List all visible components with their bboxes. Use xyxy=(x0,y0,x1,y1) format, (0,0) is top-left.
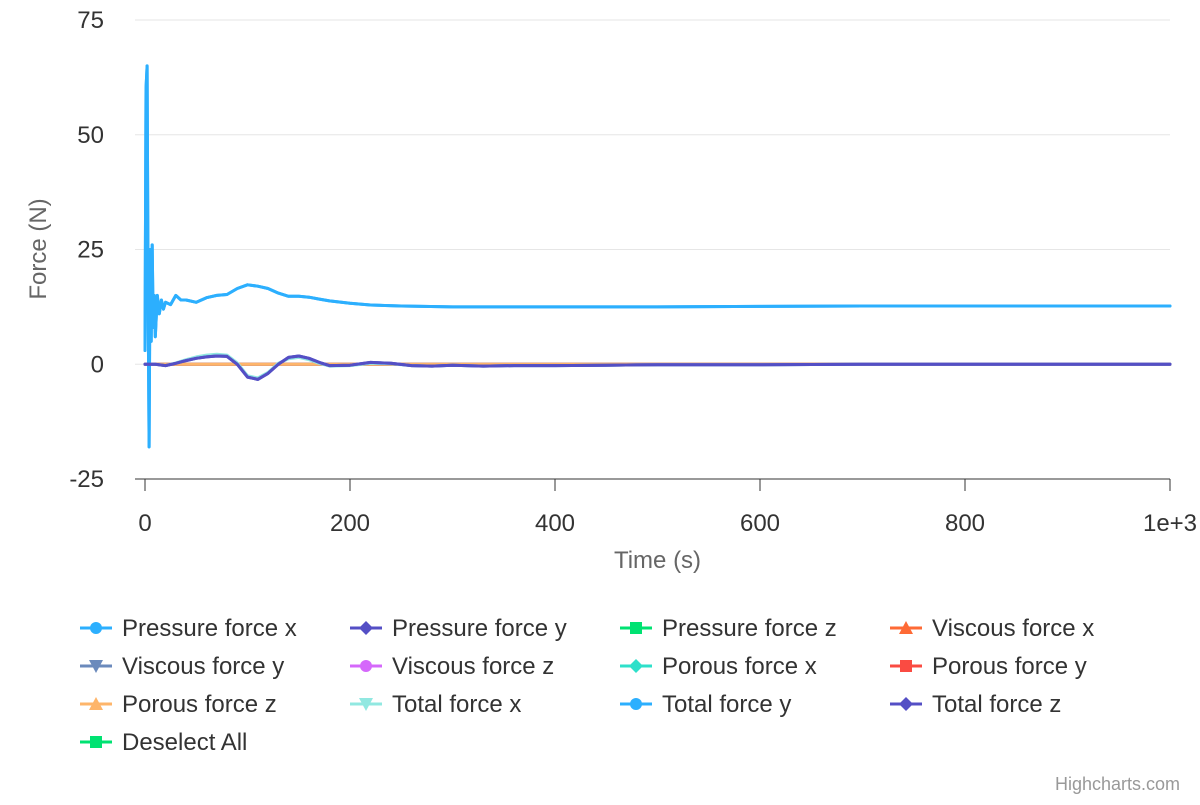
legend-label: Pressure force z xyxy=(662,615,837,642)
x-tick-label: 1e+3 xyxy=(1143,510,1197,537)
legend-item-pressure-force-x[interactable]: Pressure force x xyxy=(80,615,297,642)
legend-item-pressure-force-y[interactable]: Pressure force y xyxy=(350,615,567,642)
legend-item-porous-force-z[interactable]: Porous force z xyxy=(80,691,277,718)
legend-label: Pressure force y xyxy=(392,615,567,642)
x-tick-label: 800 xyxy=(945,510,985,537)
y-tick-label: 75 xyxy=(77,7,104,34)
axes: -25 0 25 50 75 0 200 400 600 800 1e+3 Time (s) Force… xyxy=(25,7,1197,574)
legend-marker-icon xyxy=(630,622,642,634)
legend-item-porous-force-y[interactable]: Porous force y xyxy=(890,653,1087,680)
legend-marker-icon xyxy=(90,622,102,634)
legend-label: Viscous force x xyxy=(932,615,1094,642)
legend-marker-icon xyxy=(89,660,103,673)
legend-item-total-force-y[interactable]: Total force y xyxy=(620,691,791,718)
legend-item-total-force-z[interactable]: Total force z xyxy=(890,691,1061,718)
legend-label: Total force z xyxy=(932,691,1061,718)
legend-item-viscous-force-y[interactable]: Viscous force y xyxy=(80,653,284,680)
series-line-pressure-force-x[interactable] xyxy=(143,64,1172,449)
legend-marker-icon xyxy=(629,659,643,673)
x-axis-title: Time (s) xyxy=(614,547,701,574)
x-tick-label: 600 xyxy=(740,510,780,537)
legend-marker-icon xyxy=(899,697,913,711)
legend-label: Porous force z xyxy=(122,691,277,718)
legend-item-porous-force-x[interactable]: Porous force x xyxy=(620,653,817,680)
legend-item-pressure-force-z[interactable]: Pressure force z xyxy=(620,615,837,642)
legend-item-viscous-force-z[interactable]: Viscous force z xyxy=(350,653,554,680)
y-tick-label: 50 xyxy=(77,122,104,149)
y-axis-title: Force (N) xyxy=(25,198,52,299)
legend[interactable]: Pressure force x Pressure force y Pressure… xyxy=(80,615,1094,756)
y-tick-label: -25 xyxy=(69,466,104,493)
legend-marker-icon xyxy=(360,660,372,672)
legend-item-total-force-x[interactable]: Total force x xyxy=(350,691,521,718)
legend-marker-icon xyxy=(90,736,102,748)
legend-item-deselect-all[interactable]: Deselect All xyxy=(80,729,247,756)
grid-lines xyxy=(135,19,1170,365)
legend-marker-icon xyxy=(89,697,103,710)
legend-marker-icon xyxy=(899,621,913,634)
legend-marker-icon xyxy=(359,621,373,635)
series-line-total-force-y[interactable] xyxy=(143,64,1172,449)
plot-series xyxy=(143,64,1172,449)
legend-label: Pressure force x xyxy=(122,615,297,642)
legend-label: Porous force x xyxy=(662,653,817,680)
legend-marker-icon xyxy=(630,698,642,710)
credits-link[interactable]: Highcharts.com xyxy=(1055,774,1180,794)
x-tick-label: 0 xyxy=(138,510,151,537)
legend-marker-icon xyxy=(359,698,373,711)
legend-label: Deselect All xyxy=(122,729,247,756)
x-tick-label: 400 xyxy=(535,510,575,537)
legend-item-viscous-force-x[interactable]: Viscous force x xyxy=(890,615,1094,642)
x-tick-label: 200 xyxy=(330,510,370,537)
series-line-total-force-z[interactable] xyxy=(143,354,1172,381)
legend-label: Porous force y xyxy=(932,653,1087,680)
legend-label: Viscous force z xyxy=(392,653,554,680)
y-tick-label: 25 xyxy=(77,237,104,264)
legend-label: Total force x xyxy=(392,691,521,718)
legend-label: Total force y xyxy=(662,691,791,718)
legend-marker-icon xyxy=(900,660,912,672)
legend-label: Viscous force y xyxy=(122,653,284,680)
series-line-pressure-force-y[interactable] xyxy=(143,354,1172,381)
y-tick-label: 0 xyxy=(91,351,104,378)
